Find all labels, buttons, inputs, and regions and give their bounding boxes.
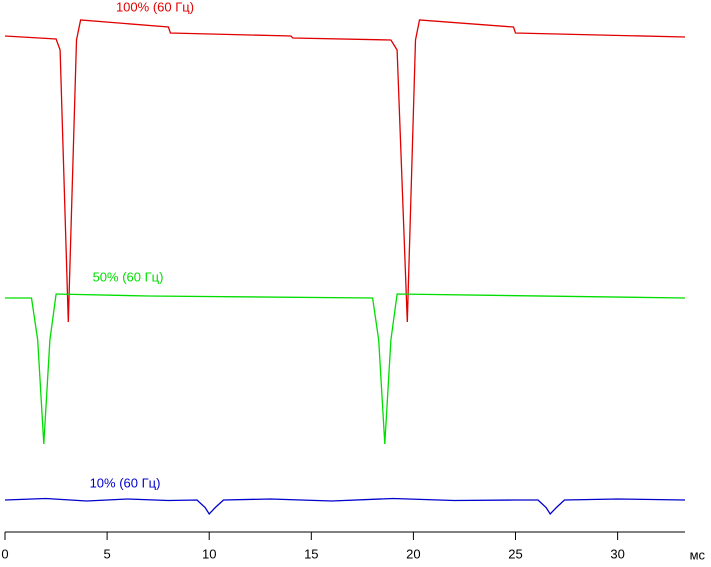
x-tick-label: 0	[1, 546, 8, 561]
x-tick-label: 15	[304, 546, 318, 561]
line-series	[5, 293, 686, 445]
line-series	[4, 19, 686, 323]
x-tick-label: 30	[610, 546, 624, 561]
line-series	[4, 497, 686, 516]
series-label: 10% (60 Гц)	[90, 475, 161, 490]
series-label: 50% (60 Гц)	[93, 269, 164, 284]
x-tick-label: 5	[103, 546, 110, 561]
series-label: 100% (60 Гц)	[116, 0, 194, 14]
x-tick-label: 10	[202, 546, 216, 561]
x-tick-label: 25	[508, 546, 522, 561]
x-tick-label: 20	[406, 546, 420, 561]
x-axis-label: мс	[690, 547, 706, 562]
